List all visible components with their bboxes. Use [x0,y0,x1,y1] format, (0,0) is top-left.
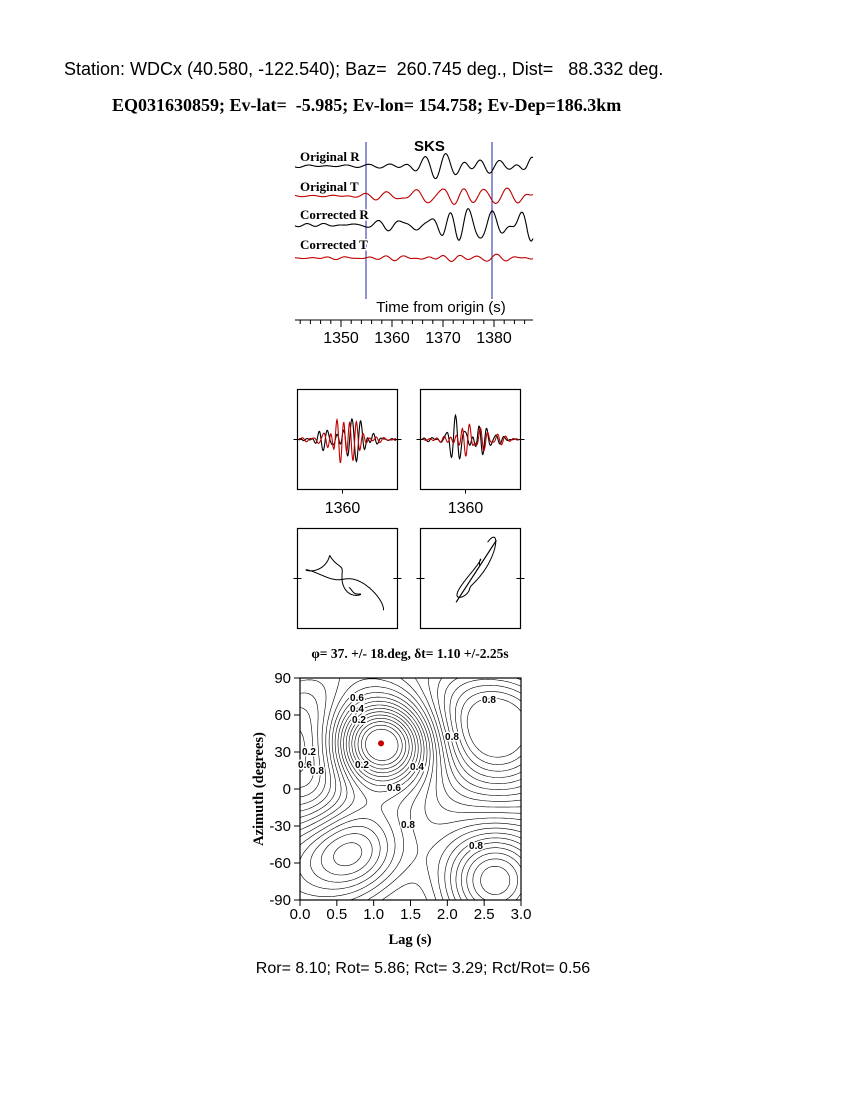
x-tick-label: 0.0 [290,906,311,923]
waveform-trace [294,187,534,205]
x-tick-label: 2.5 [474,906,495,923]
contour-path [357,721,511,895]
time-axis-tick-label: 1360 [374,330,410,347]
y-tick-label: 60 [274,707,291,724]
hodogram-uncorrected [293,527,402,630]
contour-label: 0.2 [302,747,316,758]
contour-path [354,718,518,900]
trace-labels: Original R Original T Corrected R Corrected… [299,148,371,254]
contour-path [300,678,521,818]
error-surface: 90 60 30 0 -30 -60 -900.0 0.5 1.0 1.5 2.0 2.5 3.0 0.6… [269,670,531,923]
contour-label: 0.6 [387,783,401,794]
contour-path [300,696,521,900]
best-fit-marker [378,740,385,747]
contour-label: 0.8 [469,841,483,852]
x-tick-label: 1.5 [400,906,421,923]
contour-ylabel: Azimuth (degrees) [251,732,267,846]
x-tick-label: 3.0 [511,906,532,923]
contour-lines [300,678,521,900]
y-tick-label: -30 [269,818,291,835]
contour-path [300,678,521,812]
zoom-panels: 1360 1360 [293,388,525,517]
y-tick-label: -90 [269,892,291,909]
hodogram-corrected [416,527,525,630]
contour-path [300,678,521,805]
contour-label: 0.4 [350,704,364,715]
contour-path [466,698,521,758]
contour-path [333,714,521,900]
contour-path [300,704,521,900]
contour-path [300,692,521,900]
contour-xlabel: Lag (s) [388,932,431,948]
contour-path [300,686,521,900]
traces [294,153,534,262]
x-tick-label: 2.0 [437,906,458,923]
hodogram-best-line [455,539,497,603]
contour-label: 0.8 [482,695,496,706]
x-tick-label: 0.5 [326,906,347,923]
contour-label: 0.8 [310,766,324,777]
y-tick-label: -60 [269,855,291,872]
contour-label: 0.6 [298,760,312,771]
contour-path [361,724,403,766]
x-tick-label: 1.0 [363,906,384,923]
y-tick-label: 30 [274,744,291,761]
window-lines [365,142,493,299]
panel-waveform [298,417,397,463]
contour-path [365,728,399,761]
contour-path [320,711,521,900]
contour-path [449,679,521,778]
contour-path [300,678,521,784]
event-title: EQ031630859; Ev-lat= -5.985; Ev-lon= 154… [112,95,622,115]
zoom-panel: 1360 [293,388,402,517]
panel-waveform [421,423,520,457]
waveform-trace [294,153,534,180]
contour-path [300,678,521,790]
phase-label: SKS [414,138,445,155]
contour-label: 0.4 [410,762,424,773]
hodogram-box [419,527,522,630]
panel-tick-label: 1360 [325,500,361,517]
y-tick-label: 0 [283,781,291,798]
contour-label: 0.8 [445,732,459,743]
contour-path [300,700,521,900]
trace-label: Corrected R [300,207,369,222]
trace-label: Original R [300,149,360,164]
contour-label: 0.6 [350,693,364,704]
time-axis-title: Time from origin (s) [376,299,505,316]
hodograms [293,527,525,630]
y-tick-label: 90 [274,670,291,687]
contour-label: 0.2 [352,715,366,726]
panel-waveform [298,417,397,464]
contour-label: 0.8 [401,820,415,831]
hodogram-curve [456,536,497,598]
panel-tick-label: 1360 [448,500,484,517]
time-axis-tick-label: 1350 [323,330,359,347]
waveform-trace [294,253,534,262]
contour-path [300,678,521,798]
time-axis-tick-label: 1370 [425,330,461,347]
bottom-stats: Ror= 8.10; Rot= 5.86; Rct= 3.29; Rct/Rot… [256,960,591,977]
contour-label: 0.2 [355,760,369,771]
trace-label: Original T [300,179,359,194]
split-parameters: φ= 37. +/- 18.deg, δt= 1.10 +/-2.25s [311,646,508,661]
trace-label: Corrected T [300,237,368,252]
zoom-panel: 1360 [416,388,525,517]
contour-path [460,691,521,765]
waveform-section: Original R Original T Corrected R Corrected… [294,138,534,347]
time-axis: 1350 1360 1370 1380 [295,319,533,347]
time-axis-tick-label: 1380 [476,330,512,347]
hodogram-curve [305,555,384,611]
contour-path [310,708,521,900]
waveform-trace [294,208,534,242]
station-title: Station: WDCx (40.580, -122.540); Baz= 2… [64,59,664,79]
